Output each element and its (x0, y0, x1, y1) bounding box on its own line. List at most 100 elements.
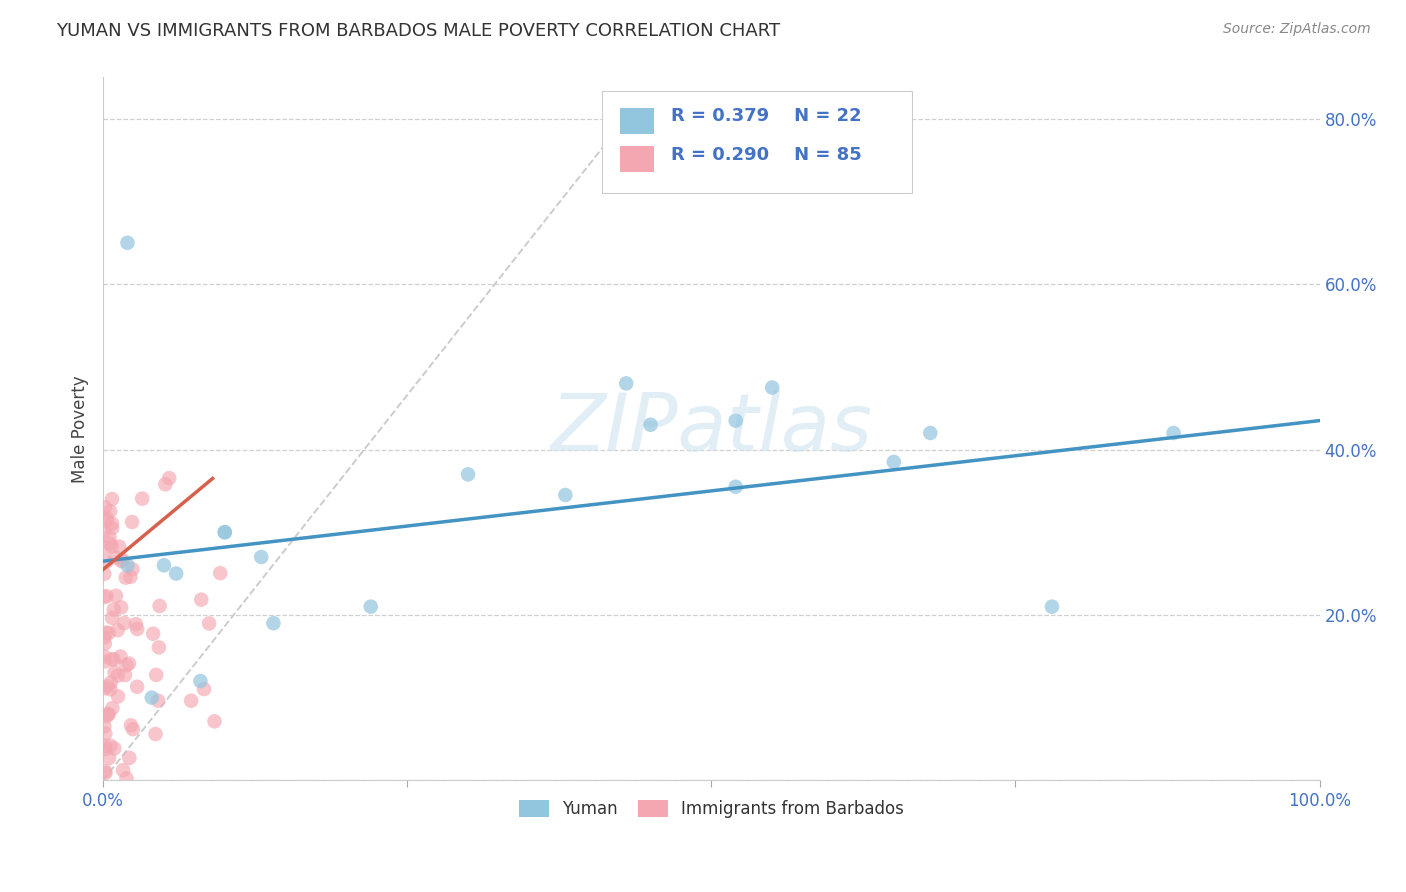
Point (115, 772, 138, 786)
Point (121, 722, 143, 736)
Point (111, 553, 134, 567)
Point (93, 649, 115, 664)
Point (724, 414, 747, 428)
Point (94, 625, 117, 640)
Point (94, 766, 117, 780)
Point (157, 471, 180, 485)
Point (180, 694, 202, 708)
Legend: Yuman, Immigrants from Barbados: Yuman, Immigrants from Barbados (512, 793, 911, 825)
Point (110, 649, 132, 664)
Point (98, 739, 121, 753)
Point (204, 714, 226, 729)
Point (97, 707, 120, 722)
Point (114, 668, 136, 682)
Point (101, 611, 124, 625)
Point (104, 665, 127, 680)
Point (103, 652, 125, 666)
Point (103, 602, 125, 616)
Point (120, 718, 142, 732)
Point (96, 709, 118, 723)
Point (209, 566, 232, 580)
Point (145, 668, 167, 682)
Text: R = 0.290    N = 85: R = 0.290 N = 85 (671, 145, 862, 164)
Point (214, 525, 236, 540)
Point (107, 690, 129, 704)
Point (142, 626, 165, 640)
Point (193, 681, 215, 696)
FancyBboxPatch shape (602, 92, 912, 194)
Point (98, 751, 121, 765)
Point (96, 589, 118, 603)
Point (120, 570, 142, 584)
Point (112, 616, 135, 631)
Point (250, 549, 273, 564)
Point (127, 680, 149, 694)
Text: YUMAN VS IMMIGRANTS FROM BARBADOS MALE POVERTY CORRELATION CHART: YUMAN VS IMMIGRANTS FROM BARBADOS MALE P… (56, 22, 780, 40)
Point (118, 657, 141, 671)
Point (104, 550, 127, 565)
Point (97, 679, 120, 693)
Point (145, 727, 167, 741)
Point (98, 536, 121, 550)
Point (93, 655, 115, 669)
Text: R = 0.379    N = 22: R = 0.379 N = 22 (671, 107, 862, 125)
Point (93, 719, 115, 733)
Point (121, 515, 143, 529)
Point (920, 425, 942, 440)
Point (96, 510, 118, 524)
Point (94, 541, 117, 555)
Point (93, 681, 115, 696)
Y-axis label: Male Poverty: Male Poverty (72, 375, 89, 483)
Point (114, 571, 136, 585)
Point (93, 524, 115, 539)
Point (97, 707, 120, 722)
Point (1163, 425, 1185, 440)
Point (883, 455, 905, 469)
Point (98, 504, 121, 518)
Point (96, 514, 118, 528)
Point (97, 626, 120, 640)
Point (93, 566, 115, 581)
Point (93, 590, 115, 604)
Point (554, 488, 576, 502)
Point (101, 516, 124, 531)
Point (198, 616, 221, 631)
Point (104, 589, 127, 603)
Point (118, 751, 141, 765)
Point (111, 763, 134, 777)
Point (153, 558, 176, 573)
Point (614, 376, 637, 391)
Point (457, 467, 479, 482)
Point (214, 525, 236, 540)
Point (125, 617, 148, 632)
Point (101, 652, 124, 666)
Point (94, 742, 117, 756)
Point (155, 477, 177, 491)
Text: ZIPatlas: ZIPatlas (550, 390, 872, 468)
Point (165, 566, 187, 581)
Point (127, 622, 149, 636)
Point (107, 668, 129, 682)
Point (101, 701, 124, 715)
Point (110, 600, 132, 615)
FancyBboxPatch shape (620, 108, 654, 134)
Point (94, 726, 117, 740)
Point (101, 521, 124, 535)
Point (94, 764, 117, 779)
Point (131, 491, 153, 506)
Point (98, 530, 121, 544)
Point (146, 693, 169, 707)
Point (94, 637, 117, 651)
Point (96, 555, 118, 569)
Point (98, 682, 121, 697)
Point (101, 491, 124, 506)
Point (1040, 599, 1063, 614)
Point (115, 658, 138, 673)
Point (117, 235, 139, 250)
Point (761, 380, 783, 394)
Point (724, 480, 747, 494)
Point (110, 554, 132, 568)
Point (262, 616, 284, 631)
Point (101, 540, 124, 554)
Point (94, 500, 117, 515)
